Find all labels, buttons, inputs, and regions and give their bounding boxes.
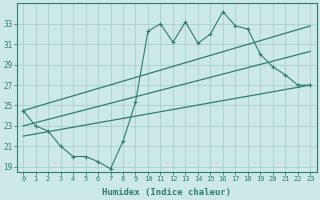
X-axis label: Humidex (Indice chaleur): Humidex (Indice chaleur)	[102, 188, 231, 197]
